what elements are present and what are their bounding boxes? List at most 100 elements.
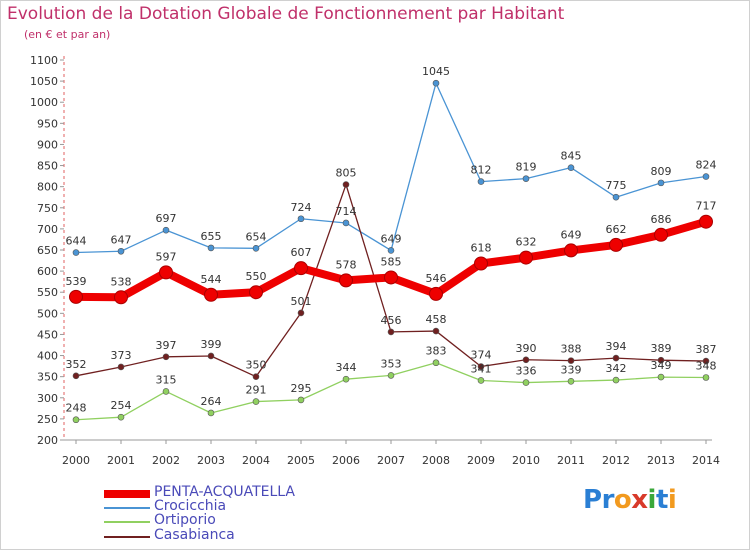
data-point-penta-acquatella bbox=[294, 261, 308, 276]
data-label-ortiporio: 291 bbox=[246, 384, 267, 397]
y-tick-label: 450 bbox=[37, 328, 58, 341]
data-label-casabianca: 394 bbox=[606, 340, 627, 353]
data-point-crocicchia bbox=[117, 247, 125, 255]
y-tick-label: 250 bbox=[37, 413, 58, 426]
data-label-casabianca: 388 bbox=[561, 343, 582, 356]
x-tick-label: 2001 bbox=[107, 454, 135, 467]
data-label-penta-acquatella: 546 bbox=[426, 272, 447, 285]
data-point-penta-acquatella bbox=[609, 237, 623, 252]
data-label-crocicchia: 724 bbox=[291, 201, 312, 214]
data-label-penta-acquatella: 632 bbox=[516, 236, 537, 249]
x-tick-label: 2004 bbox=[242, 454, 270, 467]
data-point-ortiporio bbox=[72, 416, 80, 424]
data-point-ortiporio bbox=[432, 359, 440, 367]
data-label-crocicchia: 647 bbox=[111, 233, 132, 246]
data-point-crocicchia bbox=[297, 215, 305, 223]
legend-label: Ortiporio bbox=[154, 512, 216, 528]
data-label-ortiporio: 264 bbox=[201, 395, 222, 408]
data-point-penta-acquatella bbox=[564, 243, 578, 258]
data-point-crocicchia bbox=[72, 249, 80, 256]
data-point-penta-acquatella bbox=[339, 273, 353, 288]
x-tick-label: 2009 bbox=[467, 454, 495, 467]
data-label-ortiporio: 348 bbox=[696, 360, 717, 373]
data-point-ortiporio bbox=[162, 388, 170, 395]
data-point-penta-acquatella bbox=[249, 285, 263, 300]
data-label-casabianca: 399 bbox=[201, 338, 222, 351]
data-label-ortiporio: 383 bbox=[426, 345, 447, 358]
data-point-casabianca bbox=[297, 309, 305, 317]
data-point-ortiporio bbox=[342, 375, 350, 383]
y-tick-label: 1000 bbox=[30, 96, 58, 109]
data-label-casabianca: 352 bbox=[66, 358, 87, 371]
legend-label: PENTA-ACQUATELLA bbox=[154, 484, 295, 500]
data-point-casabianca bbox=[207, 352, 215, 360]
x-tick-label: 2011 bbox=[557, 454, 585, 467]
data-point-penta-acquatella bbox=[159, 265, 173, 280]
x-tick-label: 2003 bbox=[197, 454, 225, 467]
x-tick-label: 2006 bbox=[332, 454, 360, 467]
data-point-penta-acquatella bbox=[519, 250, 533, 265]
data-label-penta-acquatella: 578 bbox=[336, 258, 357, 271]
logo-letter: P bbox=[583, 485, 602, 515]
legend-swatch bbox=[104, 521, 150, 523]
data-point-crocicchia bbox=[387, 247, 395, 254]
data-point-crocicchia bbox=[522, 175, 530, 182]
data-point-ortiporio bbox=[117, 413, 125, 421]
data-label-crocicchia: 1045 bbox=[422, 65, 450, 78]
data-label-casabianca: 501 bbox=[291, 295, 312, 308]
data-label-crocicchia: 655 bbox=[201, 230, 222, 243]
data-point-crocicchia bbox=[207, 244, 215, 252]
logo-letter: i bbox=[667, 485, 677, 515]
data-point-crocicchia bbox=[162, 226, 170, 234]
logo-letter: i bbox=[647, 485, 657, 515]
data-label-casabianca: 374 bbox=[471, 349, 492, 362]
legend-swatch bbox=[104, 490, 150, 498]
data-label-casabianca: 373 bbox=[111, 349, 132, 362]
y-tick-label: 300 bbox=[37, 392, 58, 405]
logo-letter: x bbox=[631, 485, 648, 515]
data-point-crocicchia bbox=[342, 219, 350, 227]
data-label-casabianca: 389 bbox=[651, 342, 672, 355]
data-label-ortiporio: 353 bbox=[381, 357, 402, 370]
x-tick-label: 2008 bbox=[422, 454, 450, 467]
data-label-penta-acquatella: 539 bbox=[66, 275, 87, 288]
data-point-penta-acquatella bbox=[654, 227, 668, 242]
y-tick-label: 400 bbox=[37, 350, 58, 363]
y-tick-label: 750 bbox=[37, 202, 58, 215]
data-point-casabianca bbox=[342, 181, 350, 188]
data-label-crocicchia: 697 bbox=[156, 212, 177, 225]
legend-swatch bbox=[104, 536, 150, 538]
data-label-ortiporio: 336 bbox=[516, 365, 537, 378]
y-tick-label: 650 bbox=[37, 244, 58, 257]
data-point-ortiporio bbox=[612, 376, 620, 384]
data-label-crocicchia: 649 bbox=[381, 232, 402, 245]
y-tick-label: 600 bbox=[37, 265, 58, 278]
data-point-penta-acquatella bbox=[114, 290, 128, 305]
chart-subtitle: (en € et par an) bbox=[24, 28, 111, 41]
data-label-casabianca: 390 bbox=[516, 342, 537, 355]
data-point-ortiporio bbox=[657, 373, 665, 381]
chart-title: Evolution de la Dotation Globale de Fonc… bbox=[7, 4, 565, 24]
data-point-ortiporio bbox=[522, 379, 530, 386]
x-tick-label: 2012 bbox=[602, 454, 630, 467]
data-label-crocicchia: 654 bbox=[246, 230, 267, 243]
y-tick-label: 550 bbox=[37, 286, 58, 299]
data-label-penta-acquatella: 597 bbox=[156, 250, 177, 263]
data-label-penta-acquatella: 649 bbox=[561, 228, 582, 241]
data-point-crocicchia bbox=[432, 79, 440, 87]
data-point-casabianca bbox=[162, 353, 170, 361]
y-tick-label: 1100 bbox=[30, 54, 58, 67]
data-point-crocicchia bbox=[477, 178, 485, 185]
data-point-casabianca bbox=[702, 357, 710, 365]
logo-letter: t bbox=[655, 485, 668, 515]
data-point-crocicchia bbox=[612, 193, 620, 201]
data-point-ortiporio bbox=[297, 396, 305, 404]
data-label-penta-acquatella: 686 bbox=[651, 213, 672, 226]
data-label-ortiporio: 254 bbox=[111, 399, 132, 412]
data-point-penta-acquatella bbox=[699, 214, 713, 229]
data-label-penta-acquatella: 618 bbox=[471, 242, 492, 255]
data-point-penta-acquatella bbox=[474, 256, 488, 271]
x-tick-label: 2010 bbox=[512, 454, 540, 467]
legend-label: Crocicchia bbox=[154, 498, 227, 514]
data-label-penta-acquatella: 550 bbox=[246, 270, 267, 283]
